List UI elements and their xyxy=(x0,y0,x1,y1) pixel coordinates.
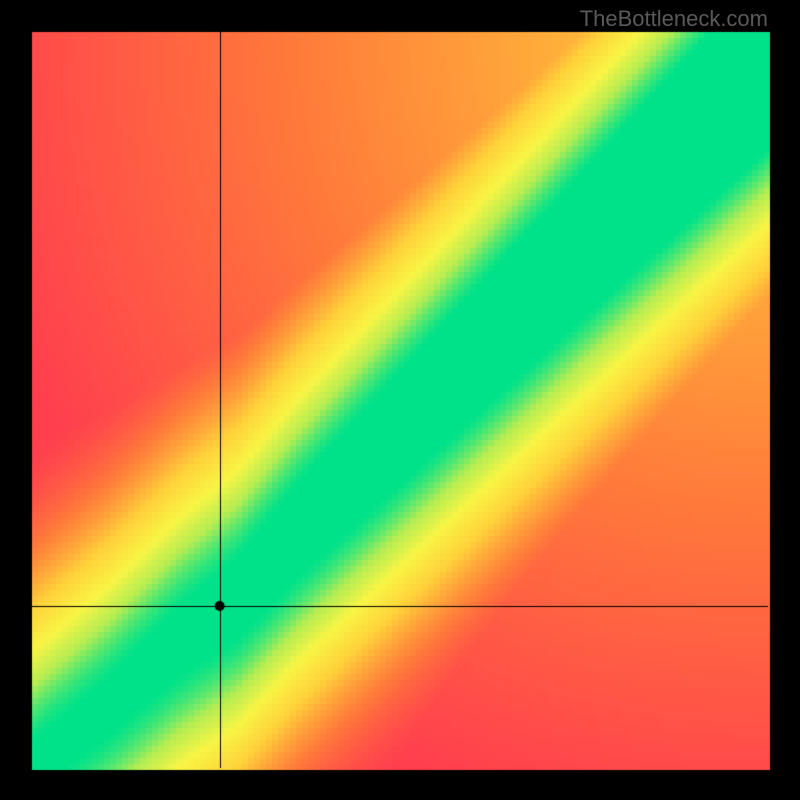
chart-container: TheBottleneck.com xyxy=(0,0,800,800)
bottleneck-heatmap xyxy=(0,0,800,800)
watermark-text: TheBottleneck.com xyxy=(580,6,768,32)
